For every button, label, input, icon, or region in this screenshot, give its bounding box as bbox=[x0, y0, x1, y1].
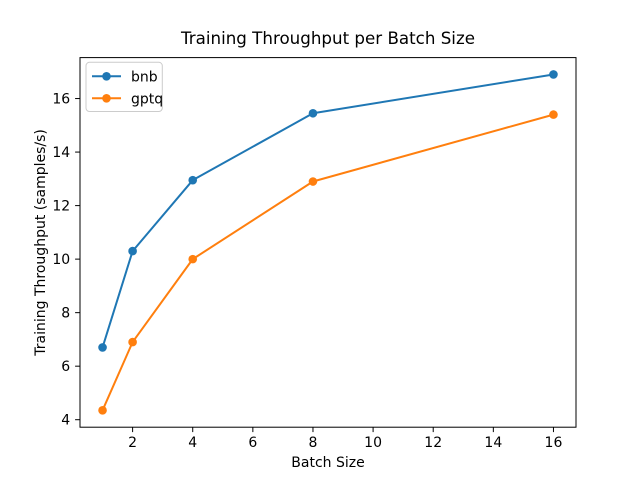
data-point-gptq bbox=[549, 110, 558, 119]
legend-marker-bnb bbox=[102, 72, 111, 81]
x-tick-label: 8 bbox=[309, 435, 318, 451]
y-tick-label: 10 bbox=[52, 252, 70, 268]
data-point-bnb bbox=[98, 343, 107, 352]
data-point-gptq bbox=[128, 337, 137, 347]
series-line-bnb bbox=[101, 73, 555, 349]
data-point-gptq bbox=[308, 177, 318, 186]
y-tick-label: 8 bbox=[61, 306, 70, 322]
x-tick-label: 6 bbox=[248, 435, 257, 451]
x-tick-label: 16 bbox=[545, 435, 563, 451]
x-tick-label: 10 bbox=[364, 435, 382, 451]
x-tick-label: 2 bbox=[128, 435, 137, 451]
data-point-bnb bbox=[188, 175, 198, 185]
y-axis-label: Training Throughput (samples/s) bbox=[33, 129, 49, 357]
x-axis-label: Batch Size bbox=[291, 455, 364, 471]
legend-label-gptq: gptq bbox=[131, 91, 163, 107]
series-layer bbox=[98, 70, 558, 415]
y-tick-label: 12 bbox=[52, 199, 70, 215]
data-point-bnb bbox=[549, 70, 558, 79]
y-tick-label: 14 bbox=[52, 145, 70, 161]
y-tick-label: 16 bbox=[52, 92, 70, 108]
legend-marker-gptq bbox=[102, 94, 111, 103]
ticks-layer: 2 4 6 8 10 12 14 16 4 6 8 10 12 14 16 bbox=[52, 92, 562, 451]
data-point-gptq bbox=[98, 406, 107, 415]
data-point-bnb bbox=[128, 246, 137, 256]
x-tick-label: 12 bbox=[424, 435, 442, 451]
x-tick-label: 14 bbox=[484, 435, 502, 451]
data-point-gptq bbox=[188, 254, 198, 264]
legend-entry-gptq: gptq bbox=[92, 91, 163, 107]
chart-title: Training Throughput per Batch Size bbox=[180, 28, 475, 48]
plot-border bbox=[79, 57, 577, 428]
legend-entry-bnb: bnb bbox=[92, 69, 158, 85]
x-tick-label: 4 bbox=[188, 435, 197, 451]
legend-label-bnb: bnb bbox=[131, 69, 158, 85]
series-line-gptq bbox=[101, 113, 555, 412]
data-point-bnb bbox=[308, 108, 318, 118]
y-tick-label: 6 bbox=[61, 359, 70, 375]
legend: bnb gptq bbox=[85, 61, 163, 112]
y-tick-label: 4 bbox=[61, 413, 70, 429]
